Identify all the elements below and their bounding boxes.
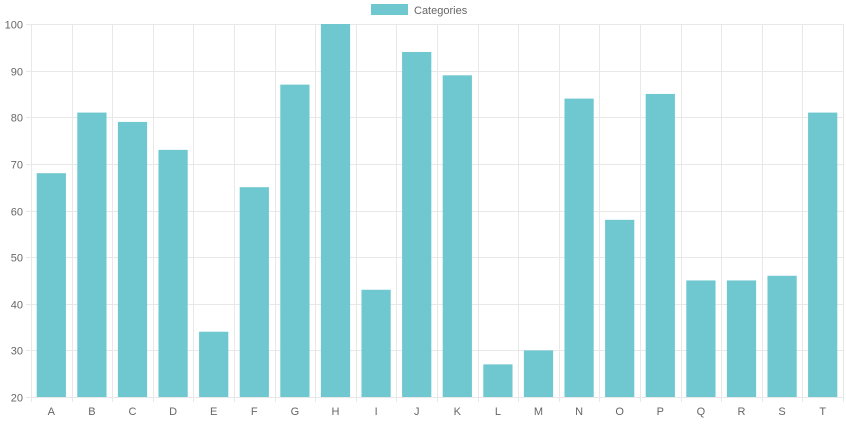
legend[interactable]: Categories: [371, 4, 468, 17]
bar-t[interactable]: [808, 112, 838, 398]
bar-j[interactable]: [402, 51, 432, 397]
y-tick-label: 50: [11, 253, 23, 265]
bar-q[interactable]: [686, 280, 716, 397]
x-tick-label: I: [375, 406, 378, 418]
x-tick-label: P: [657, 406, 664, 418]
legend-label-categories: Categories: [414, 5, 468, 17]
y-tick-label: 20: [11, 393, 23, 405]
y-tick-label: 60: [11, 207, 23, 219]
bar-l[interactable]: [483, 364, 513, 397]
x-tick-label: Q: [697, 406, 706, 418]
bar-f[interactable]: [239, 187, 269, 397]
y-tick-label: 100: [5, 20, 23, 32]
x-tick-label: G: [291, 406, 300, 418]
bar-k[interactable]: [442, 75, 472, 397]
x-tick-label: J: [414, 406, 420, 418]
x-tick-label: H: [332, 406, 340, 418]
grid: [26, 24, 844, 402]
bar-m[interactable]: [523, 350, 554, 397]
y-tick-label: 30: [11, 346, 23, 358]
x-tick-label: R: [738, 406, 746, 418]
y-tick-label: 70: [11, 160, 23, 172]
x-tick-label: K: [454, 406, 462, 418]
bar-h[interactable]: [320, 24, 351, 397]
x-tick-label: O: [615, 406, 624, 418]
x-tick-label: L: [495, 406, 501, 418]
y-tick-label: 40: [11, 300, 23, 312]
x-axis: A B C D E F G H I J K L M N O P Q R S T: [48, 406, 827, 418]
y-axis: 20 30 40 50 60 70 80 90 100: [5, 20, 23, 405]
bar-p[interactable]: [645, 93, 675, 397]
bar-s[interactable]: [767, 275, 797, 397]
x-tick-label: D: [169, 406, 177, 418]
bar-d[interactable]: [158, 149, 188, 397]
bar-a[interactable]: [36, 173, 66, 397]
bar-n[interactable]: [564, 98, 594, 397]
legend-swatch: [371, 4, 408, 15]
x-tick-label: C: [129, 406, 137, 418]
x-tick-label: B: [88, 406, 95, 418]
x-tick-label: E: [210, 406, 217, 418]
x-tick-label: T: [819, 406, 826, 418]
x-tick-label: N: [575, 406, 583, 418]
x-tick-label: A: [48, 406, 56, 418]
bar-g[interactable]: [280, 84, 310, 398]
y-tick-label: 90: [11, 67, 23, 79]
bar-r[interactable]: [726, 280, 757, 397]
y-tick-label: 80: [11, 113, 23, 125]
bar-c[interactable]: [117, 121, 148, 397]
x-tick-label: F: [251, 406, 258, 418]
bar-i[interactable]: [361, 289, 391, 397]
bar-b[interactable]: [77, 112, 107, 398]
bar-e[interactable]: [199, 331, 229, 397]
bars: [36, 24, 838, 398]
x-tick-label: S: [778, 406, 785, 418]
x-tick-label: M: [534, 406, 543, 418]
bar-o[interactable]: [605, 219, 635, 397]
